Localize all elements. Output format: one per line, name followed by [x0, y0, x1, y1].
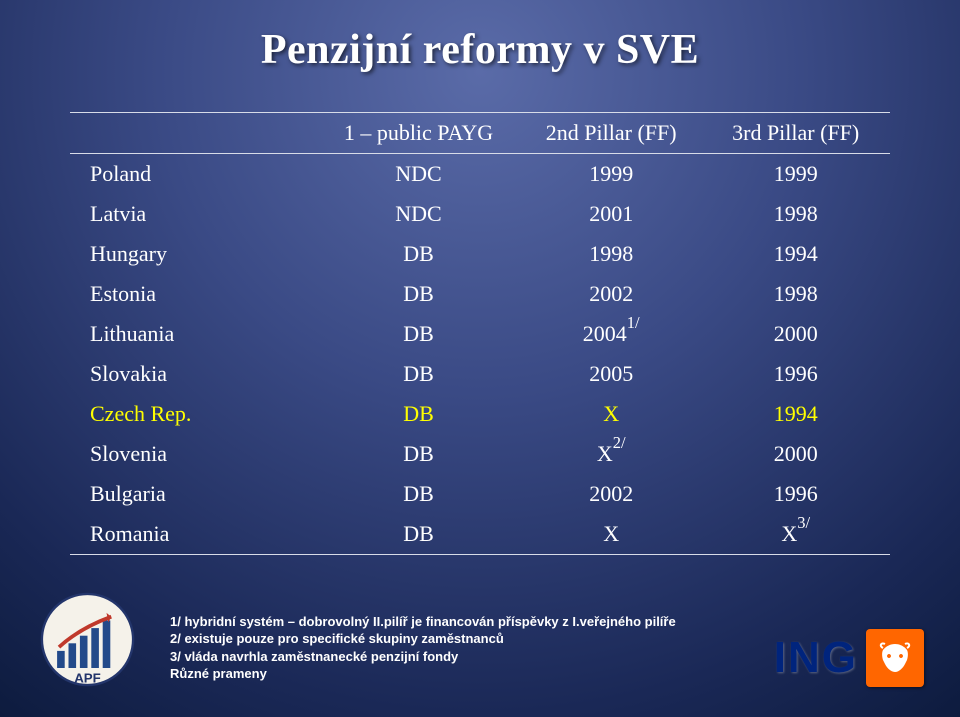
superscript: 1/: [627, 313, 640, 332]
cell-pillar2: X: [521, 514, 701, 555]
cell-payg: DB: [316, 434, 521, 474]
cell-pillar2: 1999: [521, 154, 701, 195]
table-row: BulgariaDB20021996: [70, 474, 890, 514]
cell-pillar3: 2000: [701, 434, 890, 474]
reform-table: 1 – public PAYG 2nd Pillar (FF) 3rd Pill…: [70, 112, 890, 555]
table-row: LatviaNDC20011998: [70, 194, 890, 234]
footnote-1: 1/ hybridní systém – dobrovolný II.pilíř…: [170, 613, 676, 631]
col-header-2: 2nd Pillar (FF): [521, 113, 701, 154]
table-row: PolandNDC19991999: [70, 154, 890, 195]
table-header-row: 1 – public PAYG 2nd Pillar (FF) 3rd Pill…: [70, 113, 890, 154]
cell-pillar3: X3/: [701, 514, 890, 555]
table-row: SlovakiaDB20051996: [70, 354, 890, 394]
cell-country: Czech Rep.: [70, 394, 316, 434]
ing-logo-text: ING: [774, 633, 858, 683]
table-row: EstoniaDB20021998: [70, 274, 890, 314]
footnote-3: 3/ vláda navrhla zaměstnanecké penzijní …: [170, 648, 676, 666]
cell-payg: DB: [316, 514, 521, 555]
ing-logo: ING: [774, 629, 924, 687]
cell-pillar2: 2001: [521, 194, 701, 234]
cell-country: Slovakia: [70, 354, 316, 394]
table-body: PolandNDC19991999LatviaNDC20011998Hungar…: [70, 154, 890, 555]
cell-payg: DB: [316, 314, 521, 354]
col-header-0: [70, 113, 316, 154]
table-row: LithuaniaDB20041/2000: [70, 314, 890, 354]
col-header-1: 1 – public PAYG: [316, 113, 521, 154]
cell-pillar2: X: [521, 394, 701, 434]
slide-title: Penzijní reformy v SVE: [0, 0, 960, 74]
footnote-source: Různé prameny: [170, 665, 676, 683]
cell-payg: DB: [316, 474, 521, 514]
svg-text:APF: APF: [74, 670, 101, 685]
cell-payg: NDC: [316, 194, 521, 234]
cell-pillar2: X2/: [521, 434, 701, 474]
cell-pillar3: 1998: [701, 274, 890, 314]
cell-country: Bulgaria: [70, 474, 316, 514]
footnote-2: 2/ existuje pouze pro specifické skupiny…: [170, 630, 676, 648]
footnotes: 1/ hybridní systém – dobrovolný II.pilíř…: [170, 613, 676, 683]
cell-pillar2: 2002: [521, 274, 701, 314]
cell-payg: DB: [316, 234, 521, 274]
cell-pillar3: 1998: [701, 194, 890, 234]
cell-payg: DB: [316, 394, 521, 434]
apf-logo: APF: [40, 592, 135, 687]
reform-table-wrap: 1 – public PAYG 2nd Pillar (FF) 3rd Pill…: [70, 112, 890, 555]
cell-country: Lithuania: [70, 314, 316, 354]
cell-payg: DB: [316, 354, 521, 394]
table-row: RomaniaDBXX3/: [70, 514, 890, 555]
cell-country: Slovenia: [70, 434, 316, 474]
cell-pillar3: 2000: [701, 314, 890, 354]
cell-pillar3: 1996: [701, 474, 890, 514]
cell-pillar3: 1996: [701, 354, 890, 394]
superscript: 2/: [613, 433, 626, 452]
cell-country: Estonia: [70, 274, 316, 314]
col-header-3: 3rd Pillar (FF): [701, 113, 890, 154]
cell-country: Romania: [70, 514, 316, 555]
cell-country: Hungary: [70, 234, 316, 274]
cell-pillar2: 1998: [521, 234, 701, 274]
cell-pillar3: 1999: [701, 154, 890, 195]
ing-lion-icon: [866, 629, 924, 687]
table-row: Czech Rep.DBX1994: [70, 394, 890, 434]
cell-pillar2: 2005: [521, 354, 701, 394]
table-row: HungaryDB19981994: [70, 234, 890, 274]
table-row: SloveniaDBX2/2000: [70, 434, 890, 474]
cell-country: Poland: [70, 154, 316, 195]
cell-pillar2: 20041/: [521, 314, 701, 354]
superscript: 3/: [797, 513, 810, 532]
cell-payg: NDC: [316, 154, 521, 195]
cell-pillar3: 1994: [701, 394, 890, 434]
cell-pillar2: 2002: [521, 474, 701, 514]
cell-pillar3: 1994: [701, 234, 890, 274]
cell-payg: DB: [316, 274, 521, 314]
cell-country: Latvia: [70, 194, 316, 234]
